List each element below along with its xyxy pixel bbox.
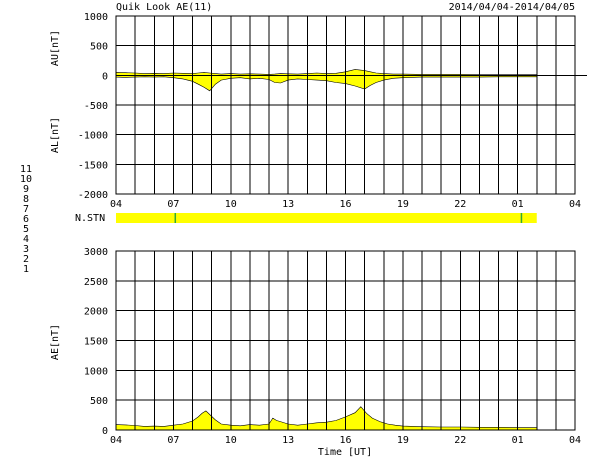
- nstn-bar: [116, 213, 537, 223]
- x-tick-label: 07: [167, 435, 179, 446]
- y-axis-label: AE[nT]: [50, 324, 61, 360]
- y-tick-label: 500: [90, 396, 108, 407]
- legend-item: 1: [23, 264, 29, 275]
- legend-item: 11: [20, 164, 32, 175]
- y-axis-label: AU[nT]: [50, 30, 61, 66]
- x-tick-label: 13: [282, 199, 294, 210]
- x-tick-label: 04: [569, 435, 581, 446]
- x-tick-label: 04: [569, 199, 581, 210]
- x-tick-label: 19: [397, 199, 409, 210]
- y-tick-label: 0: [102, 426, 108, 437]
- y-tick-label: 500: [90, 42, 108, 53]
- plot-frame: [115, 15, 576, 195]
- y-tick-label: -500: [84, 101, 108, 112]
- legend-item: 3: [23, 244, 29, 255]
- legend-item: 7: [23, 204, 29, 215]
- x-tick-label: 10: [225, 199, 237, 210]
- nstn-label: N.STN: [75, 213, 105, 224]
- x-tick-label: 16: [339, 435, 351, 446]
- x-tick-label: 22: [454, 435, 466, 446]
- y-tick-label: 2000: [84, 307, 108, 318]
- legend-item: 10: [20, 174, 32, 185]
- chart-title: Quik Look AE(11): [116, 2, 212, 13]
- y-tick-label: 1000: [84, 366, 108, 377]
- x-axis-label: Time [UT]: [318, 447, 372, 458]
- legend-item: 2: [23, 254, 29, 265]
- x-tick-label: 16: [339, 199, 351, 210]
- legend-item: 6: [23, 214, 29, 225]
- legend-item: 5: [23, 224, 29, 235]
- x-tick-label: 01: [512, 199, 524, 210]
- date-range: 2014/04/04-2014/04/05: [449, 2, 575, 13]
- plot-frame: [115, 250, 576, 431]
- y-tick-label: -1000: [78, 131, 108, 142]
- x-tick-label: 13: [282, 435, 294, 446]
- legend-item: 9: [23, 184, 29, 195]
- y-tick-label: 2500: [84, 277, 108, 288]
- x-tick-label: 07: [167, 199, 179, 210]
- legend-item: 4: [23, 234, 29, 245]
- data-area: [115, 406, 538, 431]
- x-tick-label: 01: [512, 435, 524, 446]
- y-axis-label: AL[nT]: [50, 117, 61, 153]
- x-tick-label: 04: [110, 435, 122, 446]
- x-tick-label: 19: [397, 435, 409, 446]
- legend-item: 8: [23, 194, 29, 205]
- y-tick-label: -1500: [78, 160, 108, 171]
- x-tick-label: 04: [110, 199, 122, 210]
- y-tick-label: 1500: [84, 337, 108, 348]
- y-tick-label: 1000: [84, 12, 108, 23]
- nstn-panel: N.STN: [75, 213, 537, 224]
- y-tick-label: 3000: [84, 247, 108, 258]
- y-tick-label: -2000: [78, 190, 108, 201]
- x-tick-label: 10: [225, 435, 237, 446]
- y-tick-label: 0: [102, 71, 108, 82]
- x-tick-label: 22: [454, 199, 466, 210]
